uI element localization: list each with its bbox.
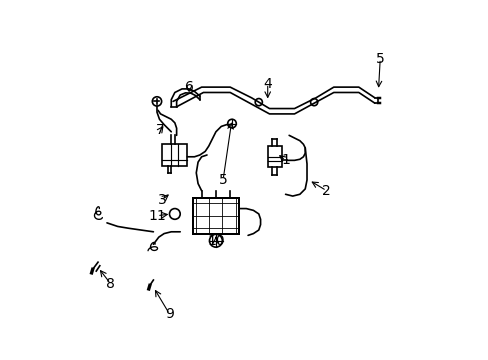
Text: 1: 1	[281, 153, 289, 167]
Text: 6: 6	[184, 80, 193, 94]
Bar	[267, 146, 282, 167]
Text: 5: 5	[218, 173, 227, 187]
Text: 10: 10	[207, 234, 224, 248]
Text: 8: 8	[106, 276, 115, 291]
Text: 2: 2	[322, 184, 330, 198]
Text: 7: 7	[156, 123, 164, 137]
Text: 9: 9	[165, 307, 174, 321]
Text: 5: 5	[375, 51, 384, 66]
Text: 4: 4	[263, 77, 271, 91]
Bar	[162, 144, 187, 166]
Text: 11: 11	[148, 209, 165, 223]
Bar	[192, 198, 239, 234]
Text: 3: 3	[158, 193, 166, 207]
